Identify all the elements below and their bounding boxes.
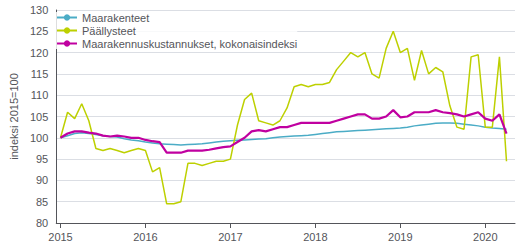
svg-text:110: 110: [31, 89, 49, 101]
svg-text:125: 125: [30, 25, 48, 37]
svg-text:2017: 2017: [218, 231, 242, 243]
svg-text:indeksi 2015=100: indeksi 2015=100: [8, 73, 20, 160]
svg-text:120: 120: [30, 47, 48, 59]
svg-text:115: 115: [31, 68, 49, 80]
svg-text:85: 85: [36, 196, 48, 208]
svg-text:Päällysteet: Päällysteet: [82, 25, 136, 37]
svg-text:100: 100: [30, 132, 48, 144]
svg-text:2019: 2019: [388, 231, 412, 243]
svg-text:Maarakennuskustannukset, kokon: Maarakennuskustannukset, kokonaisindeksi: [82, 38, 297, 50]
svg-text:2018: 2018: [303, 231, 327, 243]
svg-text:80: 80: [36, 217, 48, 229]
svg-text:105: 105: [30, 111, 48, 123]
svg-text:2020: 2020: [473, 231, 497, 243]
svg-text:90: 90: [36, 174, 48, 186]
svg-text:130: 130: [30, 4, 48, 16]
svg-text:2015: 2015: [48, 231, 72, 243]
svg-text:Maarakenteet: Maarakenteet: [82, 12, 149, 24]
svg-text:2016: 2016: [133, 231, 157, 243]
svg-text:95: 95: [36, 153, 48, 165]
